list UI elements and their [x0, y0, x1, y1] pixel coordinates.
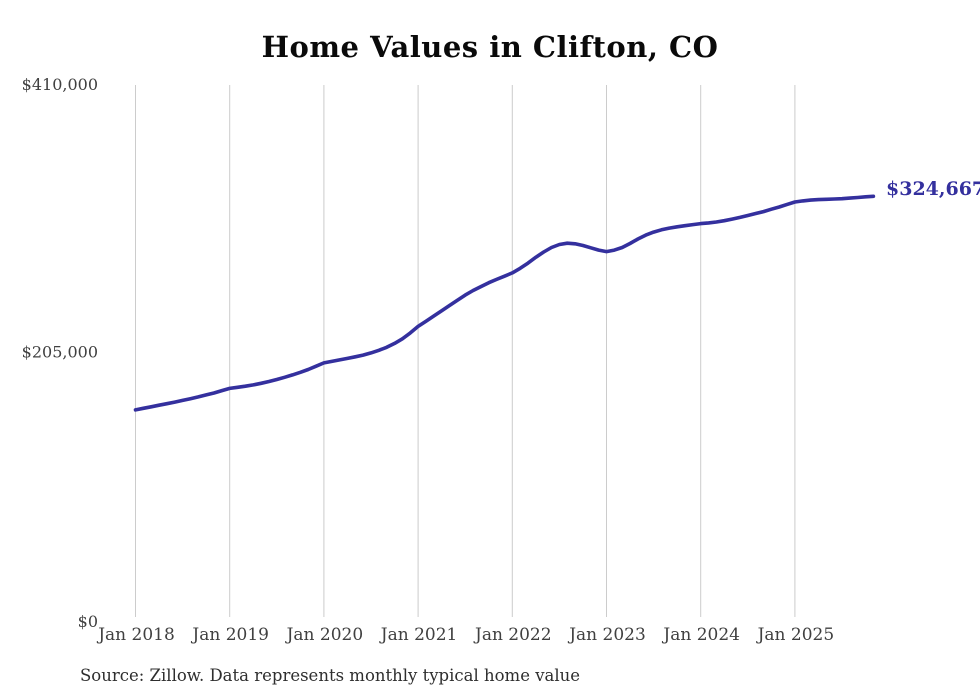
x-axis-tick-label: Jan 2025: [756, 625, 835, 645]
x-axis-tick-label: Jan 2021: [379, 625, 458, 645]
y-axis-tick-label: $0: [78, 612, 98, 631]
y-axis-tick-label: $410,000: [22, 75, 98, 94]
x-axis-tick-label: Jan 2018: [96, 625, 175, 645]
latest-value-label: $324,667: [886, 178, 980, 200]
x-axis-tick-label: Jan 2024: [661, 625, 740, 645]
source-attribution: Source: Zillow. Data represents monthly …: [80, 666, 581, 685]
home-value-line: [133, 194, 876, 412]
x-axis-tick-label: Jan 2019: [190, 625, 269, 645]
chart-title: Home Values in Clifton, CO: [261, 30, 719, 64]
x-axis-tick-label: Jan 2022: [473, 625, 552, 645]
x-axis-tick-label: Jan 2023: [567, 625, 646, 645]
x-axis-tick-label: Jan 2020: [285, 625, 364, 645]
y-axis-tick-label: $205,000: [22, 343, 98, 362]
